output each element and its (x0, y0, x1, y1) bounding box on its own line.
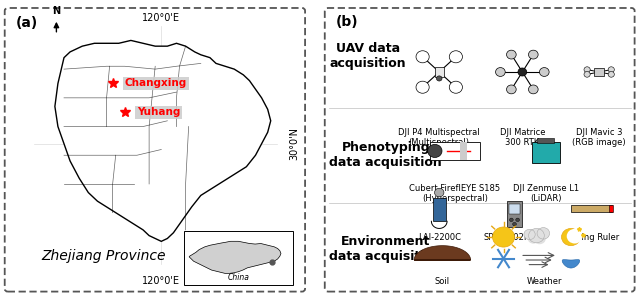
Text: UAV data
acquisition: UAV data acquisition (330, 42, 406, 70)
Bar (594, 68, 604, 76)
Circle shape (435, 188, 444, 197)
Polygon shape (562, 260, 580, 268)
Bar (571, 205, 612, 212)
Circle shape (449, 51, 463, 63)
Circle shape (509, 218, 513, 222)
Polygon shape (414, 246, 470, 260)
Circle shape (566, 229, 582, 243)
Bar (460, 142, 467, 160)
Circle shape (561, 228, 580, 246)
FancyBboxPatch shape (184, 231, 293, 285)
Text: DJI Mavic 3
(RGB image): DJI Mavic 3 (RGB image) (572, 128, 626, 147)
Text: 30°0'N: 30°0'N (289, 127, 300, 160)
Circle shape (608, 71, 614, 77)
Circle shape (436, 76, 442, 81)
Bar (532, 142, 560, 163)
Circle shape (540, 68, 549, 77)
Polygon shape (189, 241, 281, 273)
Circle shape (527, 233, 539, 244)
Circle shape (449, 81, 463, 93)
Bar (538, 138, 554, 143)
Circle shape (416, 81, 429, 93)
Circle shape (524, 229, 535, 239)
Circle shape (493, 227, 515, 247)
Circle shape (513, 222, 516, 226)
Text: DJI P4 Multispectral
(Multispectral): DJI P4 Multispectral (Multispectral) (399, 128, 480, 147)
FancyBboxPatch shape (4, 8, 305, 292)
Circle shape (529, 50, 538, 59)
Circle shape (584, 67, 590, 72)
FancyBboxPatch shape (324, 8, 635, 292)
Text: DJI Matrice
300 RTK: DJI Matrice 300 RTK (500, 128, 545, 147)
Text: (b): (b) (336, 15, 358, 29)
Text: Weather: Weather (527, 277, 562, 286)
Text: 120°0'E: 120°0'E (142, 13, 180, 23)
Bar (433, 198, 445, 221)
Text: (a): (a) (15, 16, 38, 30)
Circle shape (416, 51, 429, 63)
Text: DJI Zenmuse L1
(LiDAR): DJI Zenmuse L1 (LiDAR) (513, 184, 579, 203)
Circle shape (584, 71, 590, 77)
Text: SPAD-502PLUS: SPAD-502PLUS (484, 233, 545, 242)
Bar (430, 142, 480, 160)
Text: Yuhang: Yuhang (137, 107, 180, 117)
Polygon shape (55, 40, 271, 241)
Bar (609, 205, 613, 212)
Text: Zhejiang Province: Zhejiang Province (41, 249, 166, 263)
Circle shape (495, 68, 505, 77)
Circle shape (608, 67, 614, 72)
Circle shape (529, 85, 538, 94)
Circle shape (506, 85, 516, 94)
Text: China: China (227, 273, 250, 282)
Circle shape (537, 228, 550, 239)
Circle shape (518, 68, 527, 76)
Circle shape (428, 144, 442, 158)
Circle shape (506, 50, 516, 59)
Bar (509, 204, 520, 214)
Text: Folding Ruler: Folding Ruler (564, 233, 619, 242)
Bar (507, 201, 522, 227)
Text: Cubert FireflEYE S185
(Hyperspectral): Cubert FireflEYE S185 (Hyperspectral) (410, 184, 500, 203)
Text: Environment
data acquisition: Environment data acquisition (330, 234, 442, 263)
Text: Phenotyping
data acquisition: Phenotyping data acquisition (330, 141, 442, 169)
Text: LAI-2200C: LAI-2200C (418, 233, 461, 242)
Text: Soil: Soil (435, 277, 450, 286)
Bar (435, 67, 444, 77)
Circle shape (529, 228, 544, 243)
Text: N: N (52, 6, 60, 16)
Text: Changxing: Changxing (125, 78, 187, 89)
Circle shape (533, 233, 546, 244)
Circle shape (516, 218, 520, 222)
Text: 120°0'E: 120°0'E (142, 276, 180, 286)
